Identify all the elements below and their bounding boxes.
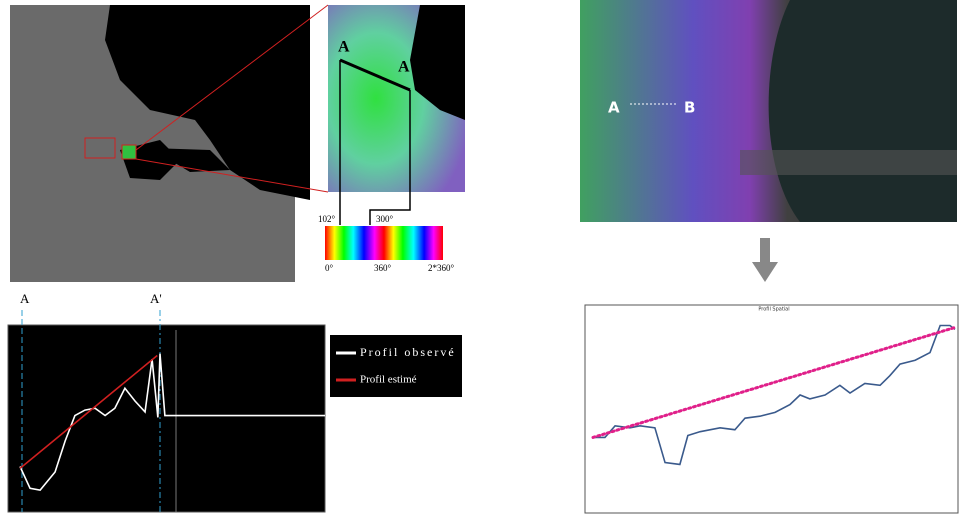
color-scale: 102° 300° 0° 360° 2*360° <box>318 214 455 273</box>
scale-label: 2*360° <box>428 263 455 273</box>
satellite-image: A B <box>580 0 957 222</box>
legend-box <box>330 335 462 397</box>
scale-label: 0° <box>325 263 334 273</box>
zoom-image: A A' <box>328 5 465 225</box>
scale-label: 102° <box>318 214 336 224</box>
down-arrow <box>752 238 778 282</box>
zoom-label: A' <box>398 59 414 76</box>
legend-label: Profil estimé <box>360 374 417 386</box>
zoom-label: A <box>338 39 350 56</box>
legend-label: Profil observé <box>360 345 456 359</box>
series-line <box>591 325 957 439</box>
transect-label: A <box>608 99 620 117</box>
profile-label: A <box>20 291 30 306</box>
chart-title: Profil Spatial <box>758 307 789 313</box>
series-line <box>19 353 325 492</box>
sar-image <box>10 4 329 282</box>
scale-label: 360° <box>374 263 392 273</box>
series-line <box>593 324 956 466</box>
scale-label: 300° <box>376 214 394 224</box>
transect-label: B <box>684 99 695 117</box>
series-line <box>19 354 158 469</box>
plot-background <box>584 304 959 514</box>
profile-chart-spatial: Profil Spatial <box>584 304 959 514</box>
profile-chart-observed: A A' Profil observé Profil estimé <box>7 291 462 513</box>
profile-label: A' <box>150 291 162 306</box>
plot-background <box>7 324 326 513</box>
